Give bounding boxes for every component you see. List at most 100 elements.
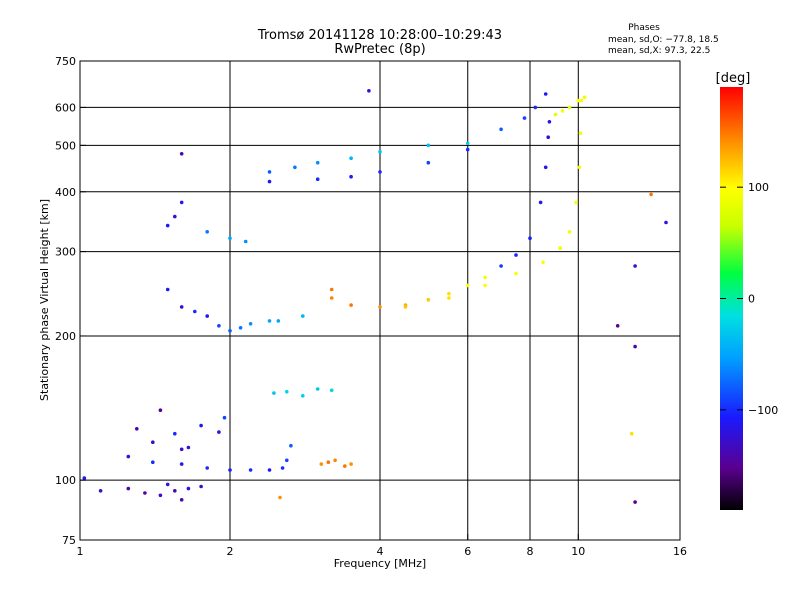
echo-point bbox=[465, 147, 470, 152]
echo-point bbox=[329, 388, 334, 393]
x-tick-label: 2 bbox=[227, 545, 234, 558]
echo-point bbox=[333, 458, 337, 463]
echo-point bbox=[248, 468, 253, 472]
echo-point bbox=[301, 394, 305, 398]
echo-point bbox=[165, 482, 170, 487]
echo-point bbox=[329, 287, 334, 292]
echo-point bbox=[151, 440, 155, 445]
stats-line-o: mean, sd,O: −77.8, 18.5 bbox=[608, 35, 719, 45]
echo-point bbox=[267, 179, 272, 184]
echo-point bbox=[558, 246, 562, 250]
echo-point bbox=[186, 445, 191, 450]
x-tick-label: 10 bbox=[571, 545, 585, 558]
echo-point bbox=[578, 131, 583, 135]
echo-point bbox=[579, 98, 584, 103]
echo-point bbox=[426, 298, 431, 302]
echo-point bbox=[582, 95, 587, 100]
y-axis-label: Stationary phase Virtual Height [km] bbox=[38, 199, 51, 401]
echo-point bbox=[567, 230, 572, 234]
echo-point bbox=[664, 220, 668, 225]
echo-point bbox=[574, 200, 578, 205]
echo-point bbox=[228, 329, 232, 333]
echo-point bbox=[514, 253, 518, 257]
chart-title: Tromsø 20141128 10:28:00–10:29:43 bbox=[257, 28, 502, 43]
echo-point bbox=[378, 305, 382, 309]
echo-point bbox=[276, 319, 281, 323]
echo-point bbox=[267, 319, 272, 323]
y-tick-label: 500 bbox=[55, 139, 76, 152]
echo-point bbox=[158, 493, 163, 498]
echo-point bbox=[173, 214, 177, 219]
echo-point bbox=[577, 165, 582, 170]
echo-point bbox=[499, 264, 503, 268]
echo-point bbox=[315, 160, 320, 165]
echo-point bbox=[560, 109, 565, 113]
echo-point bbox=[378, 149, 382, 154]
x-tick-label: 1 bbox=[77, 545, 84, 558]
y-tick-label: 400 bbox=[55, 186, 76, 199]
echo-point bbox=[289, 443, 293, 448]
echo-point bbox=[272, 391, 276, 395]
echo-point bbox=[293, 165, 297, 170]
echo-point bbox=[378, 170, 382, 174]
echo-point bbox=[403, 305, 408, 309]
echo-point bbox=[522, 116, 527, 120]
echo-point bbox=[315, 177, 320, 181]
x-axis-ticks: 1 2 4 6 8 10 16 bbox=[77, 534, 687, 558]
colorbar-label: [deg] bbox=[716, 71, 751, 86]
echo-point bbox=[179, 462, 184, 466]
colorbar-tick-label: −100 bbox=[748, 404, 778, 417]
y-tick-label: 75 bbox=[62, 534, 76, 547]
echo-point bbox=[483, 275, 487, 280]
echo-point bbox=[126, 486, 131, 491]
echo-point bbox=[349, 303, 353, 307]
echo-point bbox=[543, 165, 548, 170]
echo-point bbox=[447, 291, 451, 296]
echo-point bbox=[173, 431, 177, 436]
echo-point bbox=[285, 389, 289, 394]
echo-point bbox=[301, 314, 305, 318]
echo-point bbox=[649, 192, 653, 197]
echo-point bbox=[547, 120, 552, 124]
echo-point bbox=[465, 141, 470, 146]
y-tick-label: 600 bbox=[55, 101, 76, 114]
echo-point bbox=[533, 105, 538, 110]
echo-point bbox=[248, 322, 253, 326]
stats-line-x: mean, sd,X: 97.3, 22.5 bbox=[608, 46, 710, 56]
echo-point bbox=[426, 160, 431, 165]
x-axis-label: Frequency [MHz] bbox=[334, 557, 426, 570]
echo-point bbox=[483, 283, 487, 288]
grid-lines bbox=[80, 61, 680, 540]
echo-point bbox=[165, 223, 170, 228]
echo-point bbox=[543, 92, 548, 96]
echo-point bbox=[179, 152, 184, 156]
x-tick-label: 8 bbox=[527, 545, 534, 558]
stats-header: Phases bbox=[628, 23, 660, 33]
echo-point bbox=[179, 200, 184, 205]
echo-point bbox=[367, 89, 371, 93]
y-tick-label: 100 bbox=[55, 474, 76, 487]
echo-point bbox=[465, 283, 470, 288]
chart-subtitle: RwPretec (8p) bbox=[334, 42, 425, 57]
echo-point bbox=[205, 230, 209, 234]
echo-point bbox=[158, 408, 163, 413]
echo-point bbox=[349, 156, 353, 160]
echo-point bbox=[165, 287, 170, 292]
echo-point bbox=[541, 260, 545, 265]
echo-point bbox=[179, 498, 184, 502]
echo-point bbox=[315, 387, 320, 391]
echo-point bbox=[228, 236, 232, 240]
echo-point bbox=[633, 264, 637, 268]
echo-point bbox=[267, 468, 272, 472]
echo-point bbox=[199, 484, 203, 489]
echo-point bbox=[98, 489, 103, 493]
echo-point bbox=[205, 466, 209, 470]
echo-point bbox=[528, 236, 532, 240]
echo-point bbox=[199, 423, 203, 428]
colorbar-tick-label: 100 bbox=[748, 181, 769, 194]
echo-point bbox=[151, 460, 155, 465]
echo-point bbox=[179, 305, 184, 309]
echo-point bbox=[499, 127, 503, 132]
echo-point bbox=[329, 296, 334, 300]
